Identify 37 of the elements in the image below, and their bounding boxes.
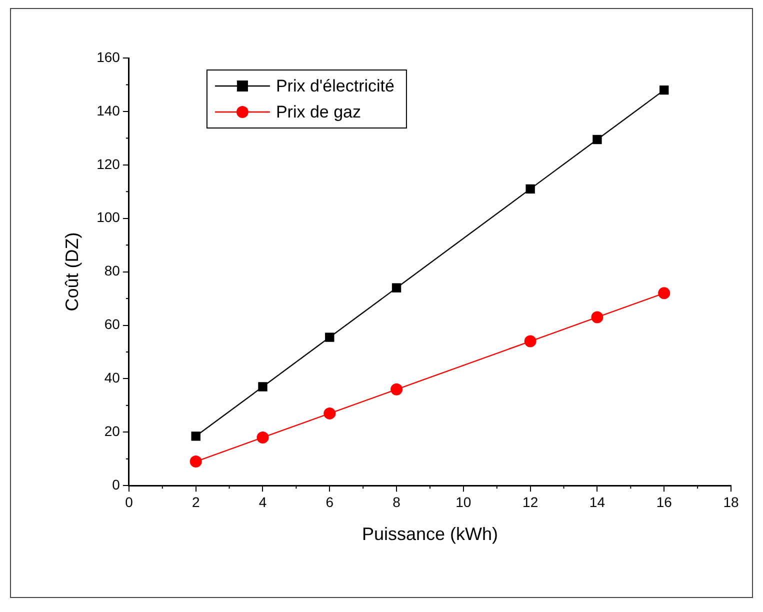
point xyxy=(524,335,536,348)
x-tick-label: 12 xyxy=(522,494,538,510)
y-tick-label: 80 xyxy=(104,262,120,279)
y-tick-label: 0 xyxy=(112,476,120,492)
legend-label: Prix de gaz xyxy=(276,102,362,122)
point xyxy=(592,134,602,144)
x-tick-label: 8 xyxy=(392,494,401,510)
x-tick-label: 18 xyxy=(723,494,739,510)
y-axis-title: Coût (DZ) xyxy=(62,232,82,312)
y-tick-label: 20 xyxy=(104,423,120,440)
point xyxy=(390,383,403,396)
y-tick-label: 60 xyxy=(104,316,120,332)
point xyxy=(591,311,604,324)
x-axis-title: Puissance (kWh) xyxy=(362,524,498,544)
point xyxy=(660,85,669,95)
point xyxy=(658,287,670,300)
y-tick-label: 40 xyxy=(104,370,120,386)
y-tick-label: 140 xyxy=(96,102,120,118)
y-tick-label: 120 xyxy=(96,156,120,172)
x-tick-label: 2 xyxy=(192,494,200,510)
x-tick-label: 10 xyxy=(456,494,472,510)
point xyxy=(325,332,334,342)
y-tick-label: 160 xyxy=(96,48,120,65)
point xyxy=(258,382,268,392)
x-tick-label: 0 xyxy=(125,494,134,510)
y-tick-label: 100 xyxy=(96,209,120,226)
point xyxy=(392,283,402,292)
x-tick-label: 4 xyxy=(258,494,267,510)
x-tick-label: 14 xyxy=(589,494,606,510)
point xyxy=(191,432,200,441)
point xyxy=(324,407,336,420)
point xyxy=(190,456,202,468)
x-tick-label: 16 xyxy=(656,494,672,510)
x-tick-label: 6 xyxy=(326,494,334,510)
point xyxy=(256,431,269,444)
legend-label: Prix d'électricité xyxy=(276,76,394,96)
point xyxy=(526,184,535,194)
